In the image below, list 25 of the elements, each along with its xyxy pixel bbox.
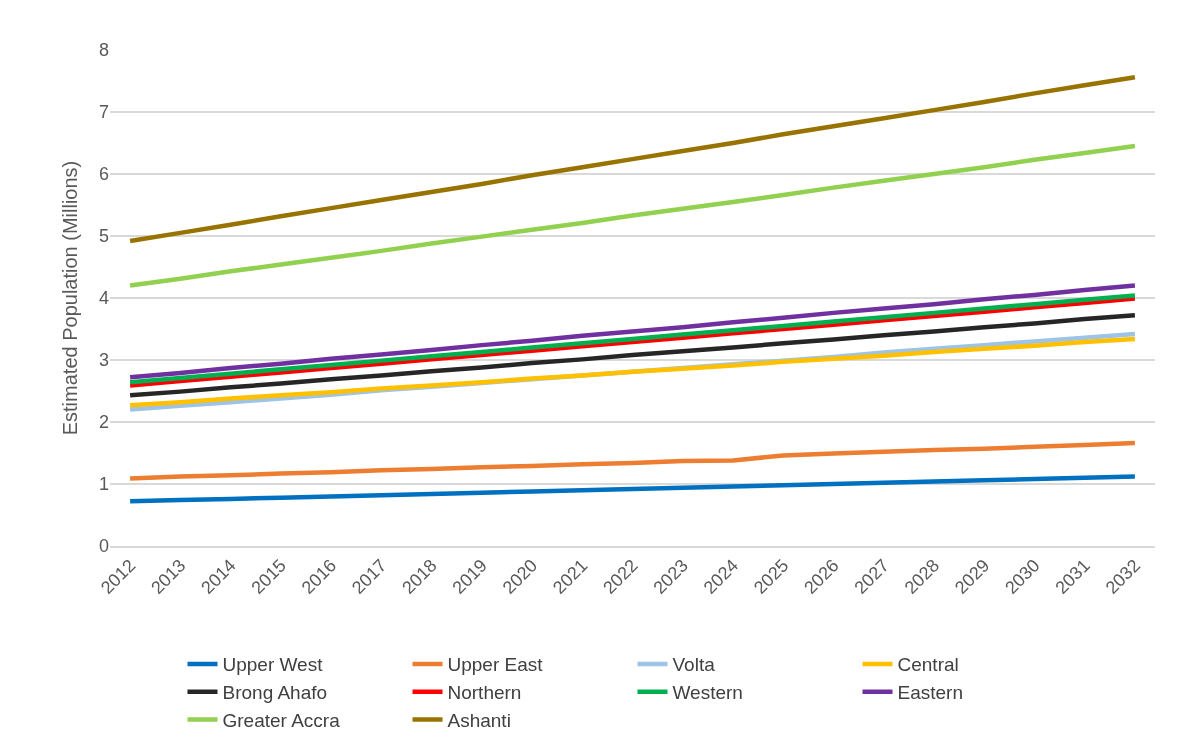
line-series bbox=[127, 474, 1138, 504]
y-tick-label: 2 bbox=[98, 412, 109, 433]
y-tick-label: 4 bbox=[98, 288, 109, 309]
legend-label: Greater Accra bbox=[222, 709, 341, 731]
legend-label: Central bbox=[897, 654, 959, 676]
legend-label: Volta bbox=[672, 654, 716, 676]
line-series bbox=[127, 440, 1138, 481]
y-tick-label: 3 bbox=[98, 350, 109, 371]
line-series bbox=[127, 313, 1138, 398]
line-series bbox=[127, 75, 1138, 244]
legend-label: Upper East bbox=[447, 654, 544, 676]
legend-label: Upper West bbox=[222, 654, 324, 676]
y-tick-label: 1 bbox=[98, 474, 109, 495]
legend-label: Ashanti bbox=[447, 709, 511, 731]
legend-label: Northern bbox=[447, 682, 522, 704]
y-tick-label: 0 bbox=[98, 536, 109, 557]
legend-label: Eastern bbox=[897, 682, 963, 704]
legend-label: Western bbox=[672, 682, 743, 704]
y-tick-label: 7 bbox=[98, 102, 109, 123]
y-tick-label: 8 bbox=[98, 40, 109, 61]
y-tick-label: 6 bbox=[98, 164, 109, 185]
legend-label: Brong Ahafo bbox=[222, 682, 328, 704]
y-axis-title: Estimated Population (Millions) bbox=[59, 160, 82, 436]
line-series bbox=[127, 143, 1138, 288]
y-tick-label: 5 bbox=[98, 226, 109, 247]
